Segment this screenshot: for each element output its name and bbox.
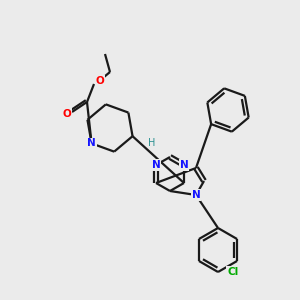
Text: O: O bbox=[96, 76, 104, 86]
Text: N: N bbox=[87, 138, 96, 148]
Text: H: H bbox=[148, 138, 156, 148]
Text: N: N bbox=[152, 160, 160, 170]
Text: N: N bbox=[180, 160, 188, 170]
Text: N: N bbox=[192, 190, 200, 200]
Text: O: O bbox=[63, 109, 71, 119]
Text: Cl: Cl bbox=[227, 267, 238, 277]
